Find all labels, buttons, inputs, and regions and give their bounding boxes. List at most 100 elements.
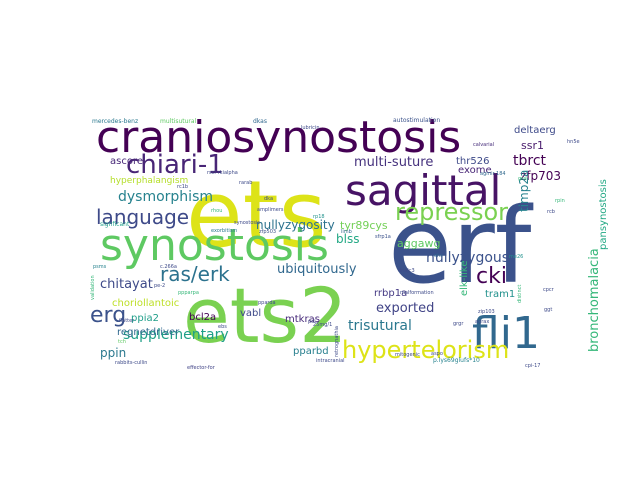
word-52: autostimulation — [393, 117, 440, 124]
word-71: cpi-17 — [525, 363, 540, 369]
word-34: ascore — [110, 156, 143, 167]
word-2: ets — [186, 161, 327, 268]
word-53: calvarial — [473, 142, 494, 148]
word-48: pansynostosis — [598, 179, 609, 250]
word-18: supplementary — [123, 327, 229, 343]
word-39: regnetdriver — [117, 327, 180, 338]
word-59: zfp503 — [259, 229, 276, 235]
word-99: tch — [118, 339, 126, 345]
word-10: repressor — [395, 198, 508, 226]
word-55: amplimers — [257, 207, 284, 213]
word-35: thr526 — [456, 156, 489, 167]
word-24: chitayat — [100, 277, 153, 292]
word-70: p.lys69glufs*10 — [433, 357, 480, 364]
word-27: nullyzygosity — [256, 218, 335, 232]
word-80: limb — [341, 229, 352, 235]
word-11: language — [96, 205, 189, 229]
word-40: ppia2 — [131, 313, 159, 324]
word-43: mtkras — [285, 314, 320, 325]
word-42: bcl2a — [189, 312, 216, 323]
word-12: ras/erk — [160, 262, 230, 286]
word-90: rarab — [239, 180, 252, 186]
word-93: hn5e — [567, 139, 580, 145]
word-95: ggt — [544, 307, 552, 313]
word-29: blss — [336, 232, 359, 246]
word-26: timp2a — [517, 170, 531, 212]
word-28: ppin — [100, 346, 126, 360]
word-6: sagittal — [345, 166, 501, 215]
word-51: dkas — [253, 118, 267, 125]
word-32: ssr1 — [521, 139, 544, 152]
word-81: rp18 — [313, 214, 325, 220]
word-69: mitogenic — [395, 352, 420, 358]
word-8: hypertelorism — [342, 336, 509, 364]
word-65: pel — [308, 319, 316, 325]
word-61: psms — [93, 264, 107, 270]
word-22: tbrct — [513, 153, 547, 169]
word-4: craniosynostosis — [96, 112, 461, 163]
word-97: aspo — [431, 351, 443, 357]
word-91: dka — [264, 196, 273, 202]
word-79: sfrp1a — [375, 234, 391, 240]
word-67: effector-for — [187, 365, 216, 371]
word-87: distinct — [517, 285, 523, 303]
word-60: validation — [90, 275, 96, 300]
word-50: mercedes-benz — [92, 118, 138, 125]
word-36: exome — [458, 165, 492, 176]
word-54: lubricin — [301, 125, 319, 131]
word-66: retrognathia — [334, 326, 340, 357]
word-83: rscl-rkialpha — [207, 170, 238, 176]
word-1: erf — [388, 185, 534, 307]
word-94: rpin — [555, 198, 565, 204]
word-33: deltaerg — [514, 125, 556, 136]
word-92: rcb — [547, 209, 555, 215]
word-41: choriollantoic — [112, 298, 179, 309]
word-23: exported — [376, 301, 434, 316]
word-75: dnajc3 — [398, 268, 415, 274]
word-88: grgr — [453, 321, 464, 327]
word-64: pparda — [258, 300, 276, 306]
word-76: malformation — [400, 290, 434, 296]
word-38: hyperphalangism — [110, 176, 188, 186]
word-17: trisutural — [348, 318, 412, 334]
word-101: synostosis — [234, 220, 260, 226]
word-63: ppparpa — [178, 290, 199, 296]
word-86: zip103 — [478, 309, 495, 315]
word-98: agrax — [475, 319, 489, 325]
word-85: grai — [518, 176, 528, 182]
word-68: intracranial — [316, 358, 345, 364]
word-21: ubiquitously — [277, 262, 357, 277]
word-25: zfp703 — [520, 169, 561, 183]
word-72: rabbits-cullin — [115, 360, 147, 366]
word-74: ebs — [218, 324, 227, 330]
word-46: tram1 — [485, 289, 515, 300]
word-77: me26 — [509, 254, 523, 260]
word-37: elk-like — [459, 261, 470, 296]
word-7: fli1 — [472, 308, 540, 359]
word-31: tyr89cys — [340, 219, 388, 232]
word-13: erg — [90, 303, 126, 328]
word-3: ets2 — [183, 271, 348, 360]
word-45: rrbp1a — [374, 288, 407, 299]
word-16: bronchomalacia — [587, 248, 602, 352]
word-56: rhou — [211, 208, 222, 214]
word-57: signficant — [100, 221, 130, 228]
word-96: rc1b — [177, 184, 188, 190]
word-82: 25mg/1 — [313, 322, 332, 328]
word-84: agmir-184 — [480, 171, 506, 177]
word-19: nullyzygous — [426, 250, 509, 266]
word-62: c.266a — [160, 264, 177, 270]
word-58: exorbitism — [211, 228, 237, 234]
word-89: cpcr — [543, 287, 555, 293]
word-15: dysmorphism — [118, 189, 213, 205]
word-100: pe-2 — [154, 283, 165, 289]
word-47: vabl — [240, 308, 261, 319]
word-5: synostosis — [100, 220, 329, 271]
word-49: multisutural — [160, 118, 197, 125]
word-20: multi-suture — [354, 155, 433, 170]
word-9: chiari-1 — [126, 150, 224, 180]
word-14: cki — [476, 264, 507, 289]
word-30: aggawg — [397, 237, 440, 250]
word-44: pparbd — [293, 346, 329, 357]
